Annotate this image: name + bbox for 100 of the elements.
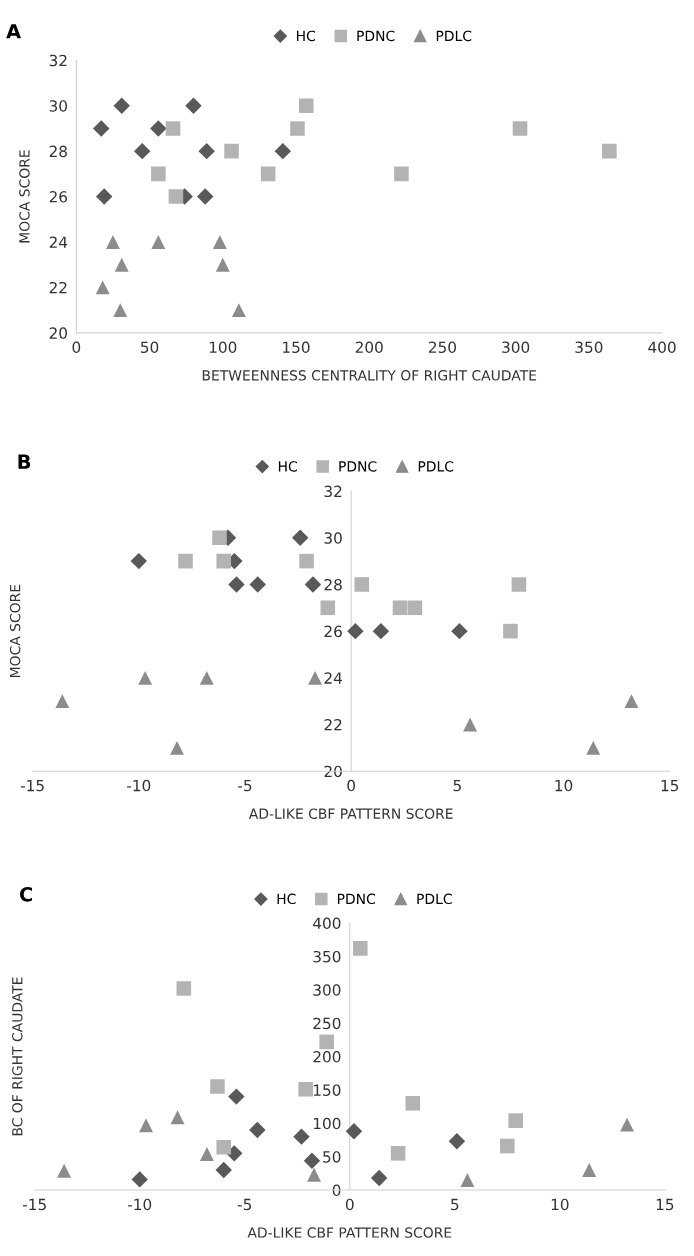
point <box>448 1133 466 1150</box>
y-tick-label: 30 <box>324 532 342 544</box>
point <box>319 1034 334 1050</box>
point <box>210 1079 225 1094</box>
point <box>370 1169 388 1187</box>
point <box>170 1110 185 1125</box>
x-tick-label: -10 <box>127 779 151 792</box>
point <box>151 166 166 182</box>
point <box>503 623 518 639</box>
point <box>394 166 409 182</box>
point <box>291 529 309 546</box>
y-tick-label: 0 <box>332 1184 341 1197</box>
point <box>512 121 528 136</box>
point <box>392 600 408 616</box>
y-tick-label: 26 <box>49 191 68 203</box>
point <box>138 670 153 685</box>
y-tick-label: 20 <box>324 765 342 778</box>
point <box>407 600 423 616</box>
point <box>151 235 166 249</box>
point <box>139 1118 153 1133</box>
chart-title: B <box>18 454 31 469</box>
x-tick-label: 200 <box>355 341 383 353</box>
point <box>274 142 292 160</box>
point <box>228 576 245 593</box>
point <box>307 1167 322 1182</box>
point <box>170 740 184 755</box>
legend-label: PDLC <box>418 461 454 472</box>
point <box>185 97 202 114</box>
y-tick-label: 32 <box>324 485 342 498</box>
point <box>216 553 232 569</box>
chart-title: C <box>19 886 32 902</box>
point <box>602 143 617 159</box>
point <box>460 1173 475 1187</box>
point <box>168 189 184 204</box>
y-tick-label: 22 <box>324 718 342 731</box>
point <box>298 1081 313 1097</box>
point <box>199 670 214 685</box>
y-tick-label: 30 <box>49 100 67 112</box>
x-tick-label: 50 <box>141 341 159 353</box>
point <box>347 622 364 640</box>
point <box>176 981 192 996</box>
x-tick-label: 5 <box>451 1198 459 1211</box>
y-tick-label: 28 <box>49 145 67 158</box>
point <box>354 577 370 592</box>
x-tick-label: 350 <box>575 341 603 353</box>
point <box>372 622 390 640</box>
point <box>228 1088 245 1105</box>
point <box>215 257 230 272</box>
point <box>249 576 266 593</box>
x-tick-label: 100 <box>209 341 237 353</box>
y-tick-label: 50 <box>323 1151 341 1163</box>
x-tick-label: 0 <box>345 1198 354 1211</box>
point <box>178 553 193 569</box>
point <box>106 235 120 249</box>
x-tick-label: 10 <box>551 1198 569 1211</box>
legend-label: HC <box>277 893 296 905</box>
point <box>353 941 368 956</box>
x-axis-title: AD-LIKE CBF PATTERN SCORE <box>247 1227 452 1238</box>
y-tick-label: 26 <box>324 625 342 638</box>
point <box>212 530 227 546</box>
point <box>231 303 246 318</box>
point <box>320 600 336 616</box>
point <box>55 694 70 709</box>
point <box>95 188 113 205</box>
point <box>196 188 214 205</box>
x-tick-label: 5 <box>453 779 461 792</box>
point <box>582 1163 597 1177</box>
y-tick-label: 24 <box>324 672 342 684</box>
point <box>463 717 478 732</box>
x-tick-label: 15 <box>656 1198 674 1211</box>
point <box>303 1152 321 1169</box>
y-tick-label: 400 <box>313 917 341 930</box>
legend-label: PDNC <box>339 461 377 472</box>
legend-label: PDNC <box>337 893 375 905</box>
point <box>113 303 128 318</box>
x-tick-label: 300 <box>502 341 530 353</box>
point <box>298 98 314 113</box>
x-axis-title: BETWEENNESS CENTRALITY OF RIGHT CAUDATE <box>202 370 537 381</box>
legend-label: PDNC <box>357 30 395 42</box>
point <box>134 142 151 160</box>
x-tick-label: 250 <box>428 341 456 353</box>
point <box>95 280 110 295</box>
point <box>114 257 129 272</box>
x-tick-label: 15 <box>661 779 679 792</box>
point <box>198 142 215 160</box>
point <box>113 97 130 114</box>
y-tick-label: 100 <box>313 1117 341 1130</box>
y-tick-label: 150 <box>313 1084 341 1096</box>
y-axis-title: MOCA SCORE <box>19 150 30 243</box>
point <box>620 1117 634 1132</box>
x-tick-label: 150 <box>283 341 310 353</box>
x-tick-label: -15 <box>20 779 44 792</box>
point <box>390 1146 406 1161</box>
point <box>224 143 239 159</box>
y-tick-label: 300 <box>313 984 341 996</box>
point <box>586 740 601 755</box>
legend-label: HC <box>278 461 297 472</box>
legend-label: HC <box>296 30 315 42</box>
point <box>57 1163 72 1178</box>
legend-label: PDLC <box>417 893 452 905</box>
